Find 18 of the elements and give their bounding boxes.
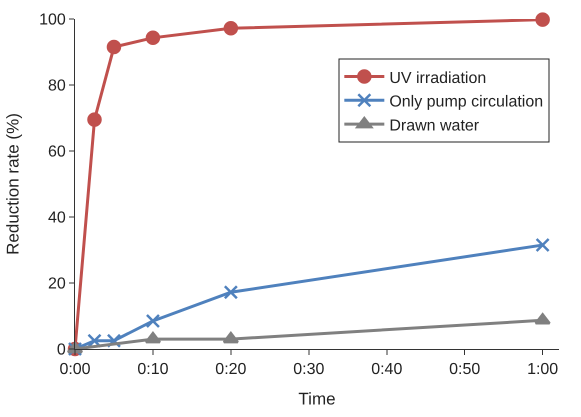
x-tick-label: 0:10 <box>137 361 169 378</box>
y-tick-label: 100 <box>39 12 66 29</box>
y-tick-label: 80 <box>48 78 66 95</box>
legend-label: UV irradiation <box>389 70 486 87</box>
x-tick-label: 1:00 <box>527 361 558 378</box>
y-tick-label: 60 <box>48 144 66 161</box>
legend-label: Drawn water <box>389 117 480 134</box>
y-tick-label: 0 <box>56 342 66 359</box>
y-axis-title: Reduction rate (%) <box>4 113 23 255</box>
x-tick-label: 0:00 <box>59 361 91 378</box>
x-axis-title: Time <box>298 390 336 409</box>
x-tick-label: 0:30 <box>293 361 324 378</box>
x-tick-label: 0:50 <box>449 361 480 378</box>
y-tick-label: 20 <box>48 276 66 293</box>
y-tick-label: 40 <box>48 210 66 227</box>
x-tick-label: 0:20 <box>215 361 247 378</box>
legend-label: Only pump circulation <box>389 94 544 111</box>
x-tick-label: 0:40 <box>371 361 402 378</box>
